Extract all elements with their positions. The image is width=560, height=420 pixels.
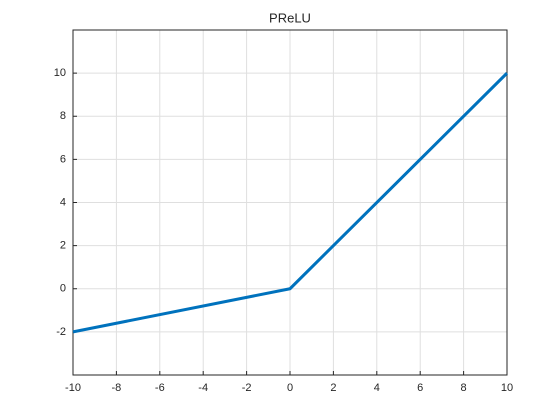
y-tick-label: 2 <box>60 240 66 252</box>
x-tick-label: -10 <box>65 382 81 394</box>
y-tick-label: 6 <box>60 153 66 165</box>
y-tick-label: 8 <box>60 110 66 122</box>
x-tick-label: -8 <box>112 382 122 394</box>
x-tick-label: 8 <box>461 382 467 394</box>
chart-title: PReLU <box>269 10 311 25</box>
line <box>72 72 509 334</box>
y-tick-label: -2 <box>56 326 66 338</box>
axes-box <box>72 29 508 376</box>
x-tick-label: 6 <box>417 382 423 394</box>
x-tick-label: -4 <box>198 382 208 394</box>
x-tick-label: 2 <box>330 382 336 394</box>
x-tick-label: 0 <box>287 382 293 394</box>
y-tick-label: 4 <box>60 196 66 208</box>
x-tick-label: -6 <box>155 382 165 394</box>
x-tick-label: 4 <box>374 382 380 394</box>
x-tick-label: -2 <box>242 382 252 394</box>
y-tick-label: 10 <box>54 67 66 79</box>
x-tick-label: 10 <box>501 382 513 394</box>
y-tick-label: 0 <box>60 283 66 295</box>
